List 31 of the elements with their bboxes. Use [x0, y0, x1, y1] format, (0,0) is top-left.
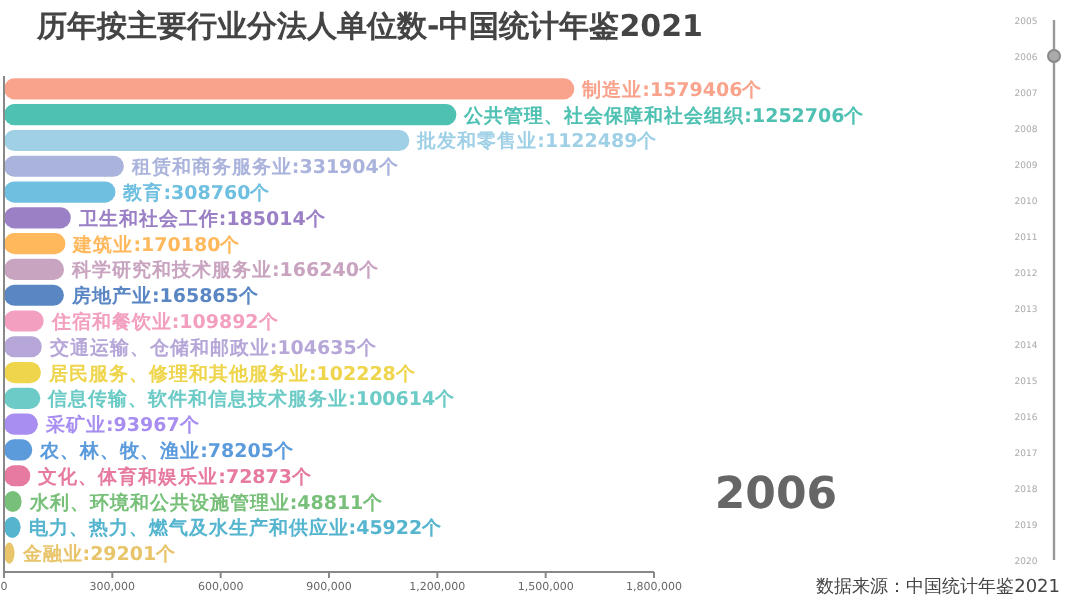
bar [4, 78, 575, 100]
category-label: 卫生和社会工作:185014个 [78, 208, 326, 231]
category-label: 租赁和商务服务业:331904个 [131, 157, 399, 180]
bar [4, 258, 65, 280]
text: 2006 [714, 470, 838, 520]
category-label: 采矿业:93967个 [45, 415, 200, 438]
category-label: 水利、环境和公共设施管理业:48811个 [29, 492, 384, 515]
category-label: 公共管理、社会保障和社会组织:1252706个 [464, 105, 865, 128]
category-label: 金融业:29201个 [22, 544, 177, 567]
category-label: 住宿和餐饮业:109892个 [51, 312, 279, 334]
category-label: 电力、热力、燃气及水生产和供应业:45922个 [28, 518, 443, 541]
bar [4, 233, 66, 255]
bar [4, 104, 457, 126]
category-label: 制造业:1579406个 [582, 79, 763, 102]
category-label: 信息传输、软件和信息技术服务业:100614个 [48, 389, 456, 412]
category-label: 科学研究和技术服务业:166240个 [72, 260, 379, 283]
chart-title: 历年按主要行业分法人单位数-中国统计年鉴2021 [35, 8, 703, 44]
category-label: 房地产业:165865个 [71, 286, 259, 309]
category-label: 教育:308760个 [123, 183, 271, 206]
source-note: 数据来源：中国统计年鉴2021 [816, 576, 1060, 598]
category-label: 文化、体育和娱乐业:72873个 [38, 466, 313, 489]
bar [4, 284, 64, 306]
category-label: 居民服务、修理和其他服务业:102228个 [48, 363, 416, 386]
bar [4, 181, 116, 203]
category-label: 农、林、牧、渔业:78205个 [40, 440, 294, 463]
category-label: 建筑业:170180个 [73, 234, 241, 257]
category-label: 交通运输、仓储和邮政业:104635个 [49, 337, 377, 360]
bar [4, 155, 124, 177]
bar [4, 129, 410, 152]
category-label: 批发和零售业:1122489个 [417, 131, 658, 154]
bar [4, 207, 71, 229]
